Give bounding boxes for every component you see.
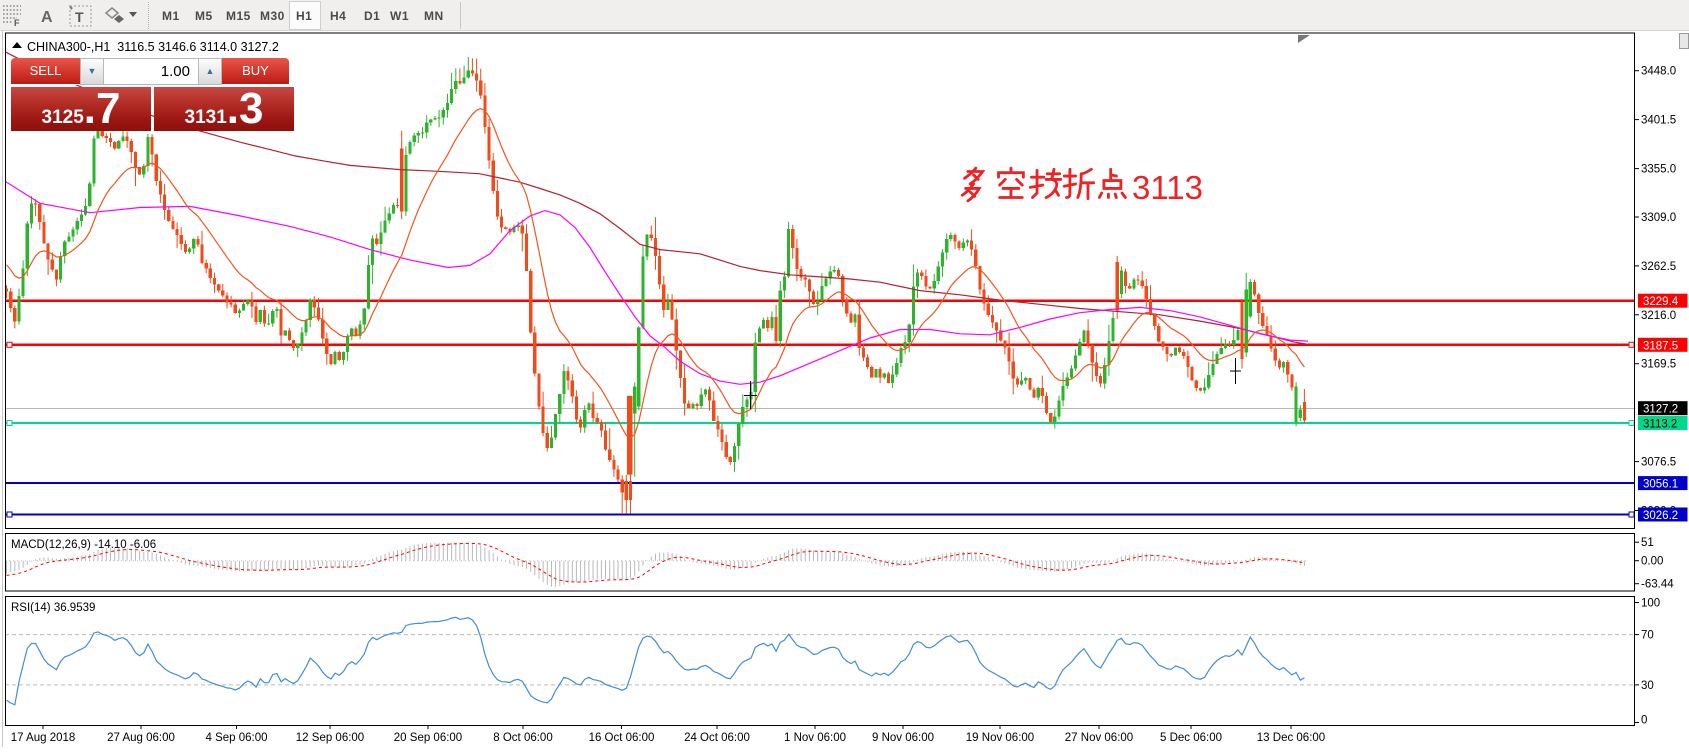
svg-text:3262.5: 3262.5 — [1641, 261, 1676, 273]
svg-text:3216.0: 3216.0 — [1641, 310, 1676, 322]
svg-text:17 Aug 2018: 17 Aug 2018 — [11, 732, 76, 744]
svg-text:3169.5: 3169.5 — [1641, 359, 1676, 371]
svg-text:A: A — [41, 9, 53, 26]
svg-text:3056.1: 3056.1 — [1643, 479, 1678, 491]
svg-text:20 Sep 06:00: 20 Sep 06:00 — [394, 732, 462, 744]
svg-text:3026.2: 3026.2 — [1643, 510, 1678, 522]
svg-text:13 Dec 06:00: 13 Dec 06:00 — [1257, 732, 1325, 744]
svg-text:3448.0: 3448.0 — [1641, 66, 1676, 78]
svg-text:T: T — [75, 9, 84, 25]
svg-text:MACD(12,26,9) -14.10 -6.06: MACD(12,26,9) -14.10 -6.06 — [11, 539, 156, 551]
svg-text:F: F — [14, 18, 20, 28]
svg-text:30: 30 — [1641, 680, 1654, 692]
svg-text:24 Oct 06:00: 24 Oct 06:00 — [684, 732, 750, 744]
svg-text:5 Dec 06:00: 5 Dec 06:00 — [1160, 732, 1222, 744]
svg-text:70: 70 — [1641, 630, 1654, 642]
svg-text:100: 100 — [1641, 598, 1660, 610]
svg-text:3127.2: 3127.2 — [1643, 404, 1678, 416]
svg-text:CHINA300-,H1 3116.5 3146.6 31: CHINA300-,H1 3116.5 3146.6 3114.0 3127.2 — [27, 40, 279, 54]
svg-text:-63.44: -63.44 — [1641, 579, 1674, 591]
svg-text:3355.0: 3355.0 — [1641, 164, 1676, 176]
svg-text:RSI(14) 36.9539: RSI(14) 36.9539 — [11, 602, 95, 614]
svg-text:9 Nov 06:00: 9 Nov 06:00 — [872, 732, 934, 744]
svg-text:0.00: 0.00 — [1641, 556, 1663, 568]
svg-text:3401.5: 3401.5 — [1641, 115, 1676, 127]
svg-text:1 Nov 06:00: 1 Nov 06:00 — [784, 732, 846, 744]
svg-text:19 Nov 06:00: 19 Nov 06:00 — [966, 732, 1034, 744]
svg-text:8 Oct 06:00: 8 Oct 06:00 — [493, 732, 552, 744]
svg-text:27 Nov 06:00: 27 Nov 06:00 — [1065, 732, 1133, 744]
svg-text:3113: 3113 — [1132, 169, 1203, 206]
svg-text:16 Oct 06:00: 16 Oct 06:00 — [589, 732, 655, 744]
svg-text:4 Sep 06:00: 4 Sep 06:00 — [205, 732, 267, 744]
svg-text:12 Sep 06:00: 12 Sep 06:00 — [296, 732, 364, 744]
svg-text:3229.4: 3229.4 — [1643, 296, 1679, 308]
svg-text:3187.5: 3187.5 — [1643, 340, 1678, 352]
svg-text:3113.2: 3113.2 — [1643, 419, 1677, 431]
svg-text:51: 51 — [1641, 537, 1654, 549]
svg-text:27 Aug 06:00: 27 Aug 06:00 — [107, 732, 175, 744]
svg-text:3076.5: 3076.5 — [1641, 457, 1676, 469]
svg-text:0: 0 — [1641, 715, 1647, 727]
svg-text:3309.0: 3309.0 — [1641, 212, 1676, 224]
